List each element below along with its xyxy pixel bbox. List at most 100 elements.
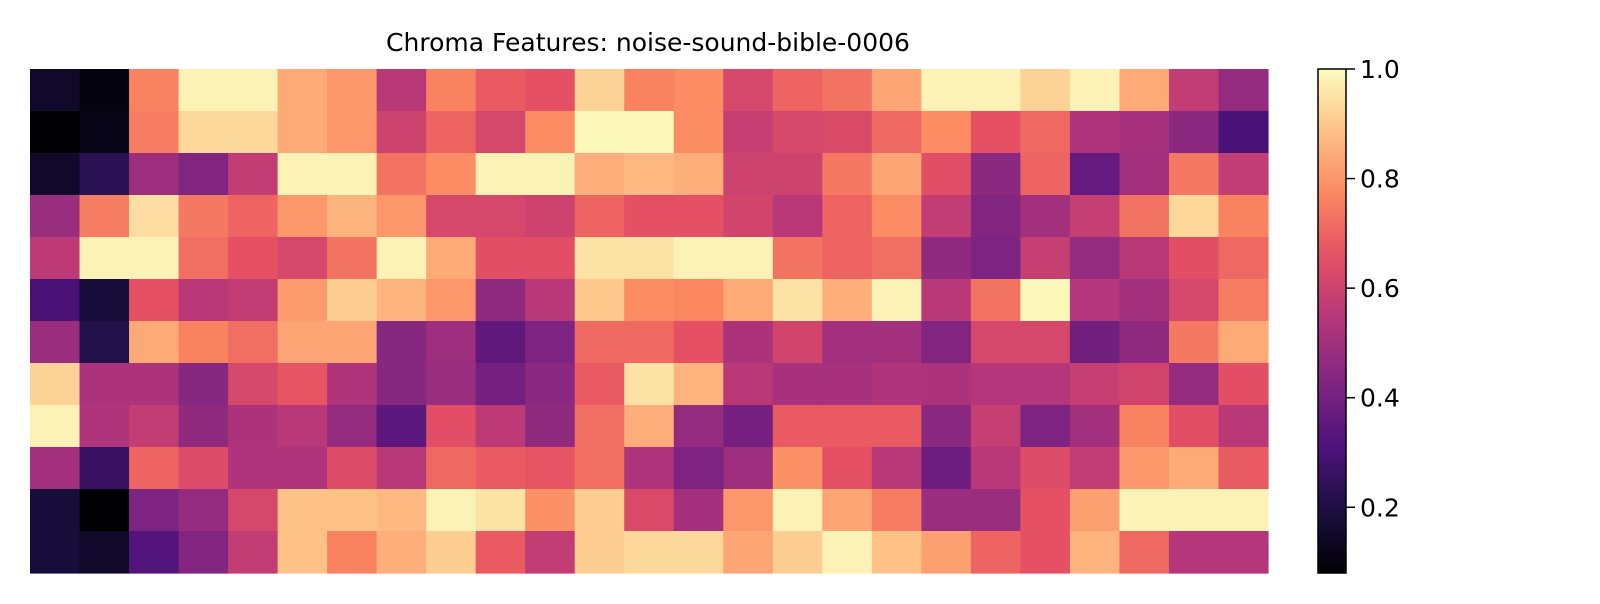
heatmap-cell-r2-c14: [723, 153, 774, 196]
heatmap-cell-r10-c20: [1020, 489, 1071, 532]
heatmap-cell-r1-c22: [1119, 111, 1170, 154]
heatmap-cell-r1-c15: [772, 111, 823, 154]
heatmap-cell-r1-c18: [921, 111, 972, 154]
heatmap-cell-r5-c15: [772, 279, 823, 322]
heatmap-cell-r0-c17: [871, 69, 922, 112]
heatmap-cell-r10-c18: [921, 489, 972, 532]
heatmap-cell-r9-c24: [1218, 447, 1269, 490]
heatmap-cell-r11-c15: [772, 531, 823, 574]
heatmap-cell-r4-c2: [129, 237, 180, 280]
heatmap-cell-r0-c24: [1218, 69, 1269, 112]
heatmap-cell-r11-c11: [574, 531, 625, 574]
heatmap-cell-r6-c3: [178, 321, 229, 364]
heatmap-cell-r8-c11: [574, 405, 625, 448]
heatmap-cell-r2-c21: [1069, 153, 1121, 196]
heatmap-cell-r1-c14: [723, 111, 774, 154]
heatmap-cell-r7-c21: [1069, 363, 1121, 406]
heatmap-cell-r9-c18: [921, 447, 972, 490]
heatmap-cell-r8-c9: [475, 405, 526, 448]
heatmap-cell-r11-c23: [1168, 531, 1220, 574]
heatmap-cell-r4-c6: [327, 237, 378, 280]
heatmap-cell-r10-c5: [277, 489, 328, 532]
heatmap-cell-r0-c6: [327, 69, 378, 112]
heatmap-cell-r2-c17: [871, 153, 922, 196]
heatmap-cell-r10-c24: [1218, 489, 1269, 532]
heatmap-cell-r5-c11: [574, 279, 625, 322]
heatmap-cell-r3-c6: [327, 195, 378, 238]
heatmap-cell-r0-c10: [525, 69, 576, 112]
heatmap-cell-r8-c8: [426, 405, 477, 448]
heatmap-cell-r7-c5: [277, 363, 328, 406]
heatmap-cell-r5-c7: [376, 279, 427, 322]
heatmap-cell-r8-c21: [1069, 405, 1121, 448]
heatmap-cell-r2-c24: [1218, 153, 1269, 196]
heatmap-cell-r9-c8: [426, 447, 477, 490]
heatmap-cell-r1-c19: [970, 111, 1021, 154]
heatmap-cell-r6-c21: [1069, 321, 1121, 364]
heatmap-cell-r2-c6: [327, 153, 378, 196]
heatmap-cell-r10-c0: [30, 489, 81, 532]
heatmap-cell-r8-c13: [673, 405, 724, 448]
heatmap-cell-r11-c19: [970, 531, 1021, 574]
heatmap-cell-r11-c0: [30, 531, 81, 574]
heatmap-cell-r10-c13: [673, 489, 724, 532]
heatmap-cell-r9-c6: [327, 447, 378, 490]
heatmap-cell-r10-c19: [970, 489, 1021, 532]
chart-title: Chroma Features: noise-sound-bible-0006: [386, 28, 910, 57]
heatmap-cell-r3-c24: [1218, 195, 1269, 238]
heatmap-cell-r1-c23: [1168, 111, 1220, 154]
heatmap-cell-r6-c9: [475, 321, 526, 364]
heatmap-cell-r0-c22: [1119, 69, 1170, 112]
heatmap-cell-r3-c0: [30, 195, 81, 238]
heatmap-cell-r8-c18: [921, 405, 972, 448]
heatmap-cell-r7-c18: [921, 363, 972, 406]
heatmap-cell-r6-c16: [822, 321, 873, 364]
heatmap-cell-r3-c1: [79, 195, 130, 238]
heatmap-cell-r6-c19: [970, 321, 1021, 364]
heatmap-cell-r2-c3: [178, 153, 229, 196]
colorbar-tick-label: 1.0: [1360, 55, 1400, 84]
heatmap-cell-r1-c6: [327, 111, 378, 154]
heatmap-cell-r10-c3: [178, 489, 229, 532]
heatmap-cell-r6-c1: [79, 321, 130, 364]
heatmap-cell-r0-c9: [475, 69, 526, 112]
heatmap-cell-r8-c24: [1218, 405, 1269, 448]
heatmap-cell-r11-c21: [1069, 531, 1121, 574]
heatmap-cell-r7-c1: [79, 363, 130, 406]
heatmap-cell-r6-c20: [1020, 321, 1071, 364]
heatmap-cell-r8-c22: [1119, 405, 1170, 448]
heatmap-cell-r5-c10: [525, 279, 576, 322]
heatmap-cell-r3-c15: [772, 195, 823, 238]
heatmap-cell-r5-c23: [1168, 279, 1220, 322]
heatmap-cell-r5-c13: [673, 279, 724, 322]
heatmap-cell-r4-c15: [772, 237, 823, 280]
heatmap-cell-r6-c0: [30, 321, 81, 364]
heatmap-cell-r2-c16: [822, 153, 873, 196]
heatmap-cell-r9-c5: [277, 447, 328, 490]
heatmap-cell-r5-c0: [30, 279, 81, 322]
heatmap-cell-r8-c17: [871, 405, 922, 448]
heatmap-cell-r2-c9: [475, 153, 526, 196]
heatmap-cell-r1-c0: [30, 111, 81, 154]
heatmap-cell-r2-c7: [376, 153, 427, 196]
heatmap-cell-r1-c16: [822, 111, 873, 154]
heatmap-cell-r8-c7: [376, 405, 427, 448]
heatmap-cell-r9-c21: [1069, 447, 1121, 490]
heatmap-cell-r1-c4: [228, 111, 279, 154]
heatmap-cell-r0-c23: [1168, 69, 1220, 112]
heatmap-cell-r8-c20: [1020, 405, 1071, 448]
colorbar-tick-label: 0.6: [1360, 274, 1400, 303]
heatmap-cell-r11-c8: [426, 531, 477, 574]
heatmap-cell-r8-c15: [772, 405, 823, 448]
heatmap-cell-r7-c17: [871, 363, 922, 406]
heatmap-cell-r0-c20: [1020, 69, 1071, 112]
heatmap-cell-r0-c2: [129, 69, 180, 112]
heatmap-cell-r7-c7: [376, 363, 427, 406]
heatmap-cell-r0-c19: [970, 69, 1021, 112]
heatmap-cell-r4-c10: [525, 237, 576, 280]
heatmap-cell-r9-c22: [1119, 447, 1170, 490]
heatmap-cell-r0-c16: [822, 69, 873, 112]
heatmap-cell-r8-c5: [277, 405, 328, 448]
heatmap-cell-r5-c22: [1119, 279, 1170, 322]
